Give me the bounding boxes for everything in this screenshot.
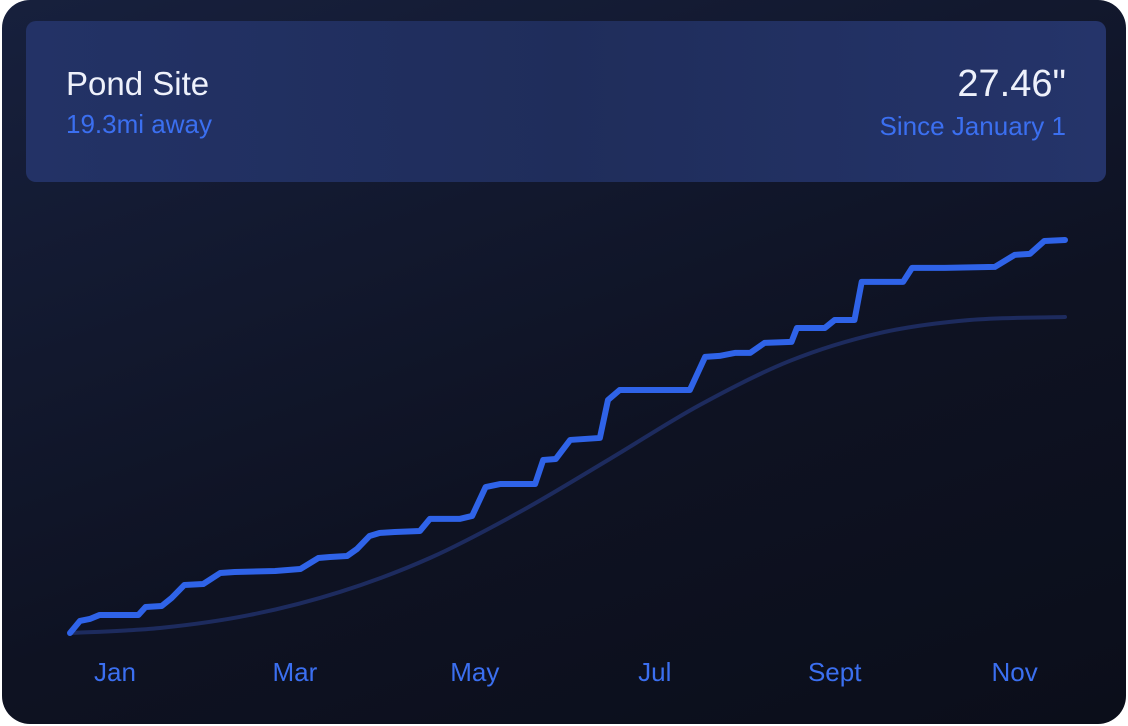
x-tick-label: Nov [991, 657, 1037, 687]
rain-line [68, 314, 1067, 635]
total-rain: 27.46" [957, 63, 1066, 105]
x-tick-label: Sept [808, 657, 862, 687]
x-tick-label: Jan [94, 657, 136, 687]
site-name: Pond Site [66, 65, 210, 102]
x-tick-label: Jul [638, 657, 671, 687]
x-tick-label: May [450, 657, 499, 687]
total-caption: Since January 1 [879, 111, 1066, 141]
rain-line [67, 237, 1068, 636]
x-tick-label: Mar [273, 657, 318, 687]
card-header: Pond Site 19.3mi away 27.46" Since Janua… [26, 21, 1106, 182]
site-distance: 19.3mi away [66, 109, 212, 139]
